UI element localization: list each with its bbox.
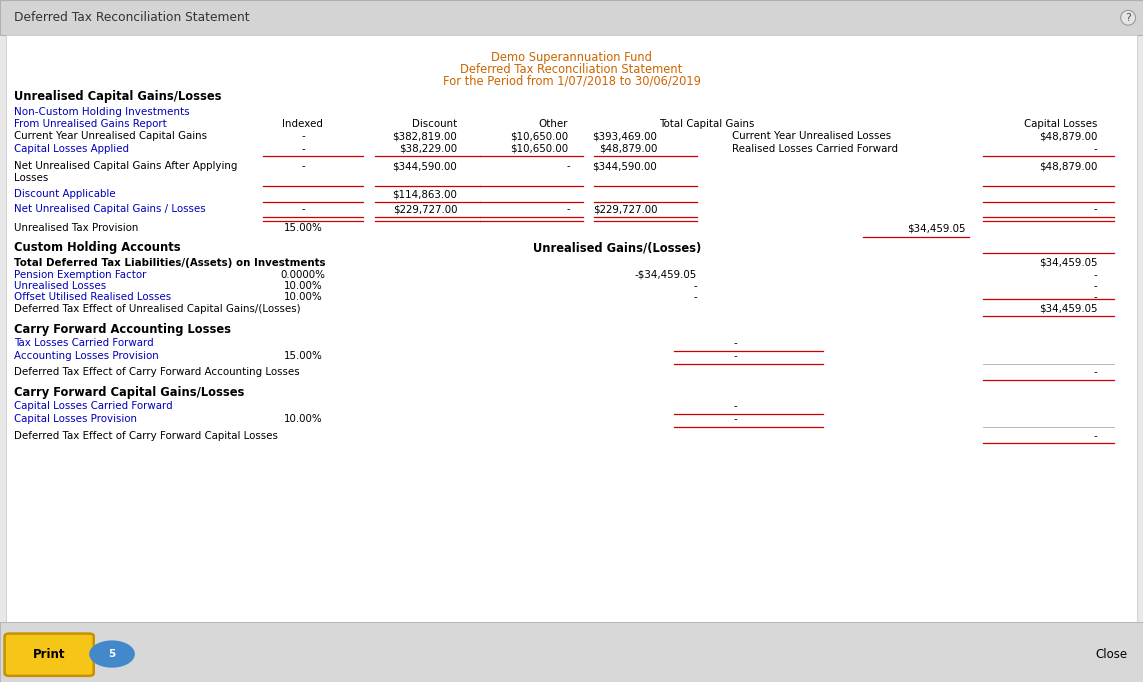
Text: Losses: Losses — [14, 173, 48, 183]
Text: 0.0000%: 0.0000% — [280, 270, 326, 280]
Text: 5: 5 — [109, 649, 115, 659]
Text: Capital Losses Applied: Capital Losses Applied — [14, 144, 129, 153]
Text: Deferred Tax Reconciliation Statement: Deferred Tax Reconciliation Statement — [14, 11, 249, 25]
Text: 10.00%: 10.00% — [283, 281, 322, 291]
Text: From Unrealised Gains Report: From Unrealised Gains Report — [14, 119, 167, 129]
FancyBboxPatch shape — [0, 0, 1143, 35]
Text: Unrealised Losses: Unrealised Losses — [14, 281, 106, 291]
Text: $114,863.00: $114,863.00 — [392, 190, 457, 199]
Text: 15.00%: 15.00% — [283, 224, 322, 233]
Text: -: - — [301, 144, 305, 153]
Text: Print: Print — [33, 648, 65, 662]
Text: $10,650.00: $10,650.00 — [510, 132, 568, 141]
Text: -: - — [1094, 292, 1097, 301]
Text: $48,879.00: $48,879.00 — [1039, 162, 1097, 171]
Text: -$34,459.05: -$34,459.05 — [636, 270, 697, 280]
Text: -: - — [734, 402, 737, 411]
Text: $48,879.00: $48,879.00 — [599, 144, 657, 153]
Text: -: - — [1094, 205, 1097, 214]
Text: -: - — [694, 281, 697, 291]
Text: $34,459.05: $34,459.05 — [1039, 258, 1097, 267]
Text: 10.00%: 10.00% — [283, 415, 322, 424]
Text: Indexed: Indexed — [282, 119, 323, 129]
Text: Capital Losses Provision: Capital Losses Provision — [14, 415, 137, 424]
Text: $344,590.00: $344,590.00 — [392, 162, 457, 171]
Text: Non-Custom Holding Investments: Non-Custom Holding Investments — [14, 107, 190, 117]
Text: 10.00%: 10.00% — [283, 292, 322, 301]
Text: Capital Losses: Capital Losses — [1024, 119, 1097, 129]
Text: Offset Utilised Realised Losses: Offset Utilised Realised Losses — [14, 292, 170, 301]
Text: $34,459.05: $34,459.05 — [1039, 304, 1097, 314]
Text: 15.00%: 15.00% — [283, 351, 322, 361]
Text: For the Period from 1/07/2018 to 30/06/2019: For the Period from 1/07/2018 to 30/06/2… — [442, 74, 701, 88]
Text: -: - — [301, 132, 305, 141]
Text: Unrealised Tax Provision: Unrealised Tax Provision — [14, 224, 138, 233]
FancyBboxPatch shape — [0, 622, 1143, 682]
Circle shape — [89, 640, 135, 668]
Text: Current Year Unrealised Capital Gains: Current Year Unrealised Capital Gains — [14, 132, 207, 141]
Text: -: - — [734, 338, 737, 348]
Text: $229,727.00: $229,727.00 — [393, 205, 457, 214]
Text: $38,229.00: $38,229.00 — [399, 144, 457, 153]
Text: Total Deferred Tax Liabilities/(Assets) on Investments: Total Deferred Tax Liabilities/(Assets) … — [14, 258, 326, 267]
Text: Close: Close — [1095, 647, 1127, 661]
Text: Demo Superannuation Fund: Demo Superannuation Fund — [491, 51, 652, 65]
Text: -: - — [734, 415, 737, 424]
Text: -: - — [694, 292, 697, 301]
Text: Deferred Tax Effect of Carry Forward Accounting Losses: Deferred Tax Effect of Carry Forward Acc… — [14, 368, 299, 377]
Text: -: - — [1094, 281, 1097, 291]
Text: $382,819.00: $382,819.00 — [392, 132, 457, 141]
Text: -: - — [566, 162, 570, 171]
Text: Carry Forward Accounting Losses: Carry Forward Accounting Losses — [14, 323, 231, 336]
Text: Deferred Tax Effect of Unrealised Capital Gains/(Losses): Deferred Tax Effect of Unrealised Capita… — [14, 304, 301, 314]
Text: -: - — [301, 205, 305, 214]
Text: ?: ? — [1125, 13, 1132, 23]
Text: Realised Losses Carried Forward: Realised Losses Carried Forward — [732, 144, 897, 153]
Text: Custom Holding Accounts: Custom Holding Accounts — [14, 241, 181, 254]
Text: $10,650.00: $10,650.00 — [510, 144, 568, 153]
Text: Unrealised Gains/(Losses): Unrealised Gains/(Losses) — [533, 241, 702, 254]
Text: $344,590.00: $344,590.00 — [592, 162, 657, 171]
Text: Tax Losses Carried Forward: Tax Losses Carried Forward — [14, 338, 153, 348]
Text: Deferred Tax Effect of Carry Forward Capital Losses: Deferred Tax Effect of Carry Forward Cap… — [14, 431, 278, 441]
Text: Net Unrealised Capital Gains After Applying: Net Unrealised Capital Gains After Apply… — [14, 162, 237, 171]
Text: -: - — [301, 162, 305, 171]
FancyBboxPatch shape — [6, 35, 1137, 622]
Text: Unrealised Capital Gains/Losses: Unrealised Capital Gains/Losses — [14, 90, 222, 104]
Text: Carry Forward Capital Gains/Losses: Carry Forward Capital Gains/Losses — [14, 386, 245, 400]
FancyBboxPatch shape — [5, 634, 94, 676]
Text: Capital Losses Carried Forward: Capital Losses Carried Forward — [14, 402, 173, 411]
Text: -: - — [734, 351, 737, 361]
Text: Total Capital Gains: Total Capital Gains — [660, 119, 754, 129]
Text: Net Unrealised Capital Gains / Losses: Net Unrealised Capital Gains / Losses — [14, 205, 206, 214]
Text: Other: Other — [538, 119, 568, 129]
Text: Current Year Unrealised Losses: Current Year Unrealised Losses — [732, 132, 890, 141]
Text: Discount Applicable: Discount Applicable — [14, 190, 115, 199]
Text: -: - — [1094, 270, 1097, 280]
Text: Accounting Losses Provision: Accounting Losses Provision — [14, 351, 159, 361]
Text: $229,727.00: $229,727.00 — [593, 205, 657, 214]
Text: $34,459.05: $34,459.05 — [908, 224, 966, 233]
Text: -: - — [1094, 431, 1097, 441]
Text: $393,469.00: $393,469.00 — [592, 132, 657, 141]
Text: Pension Exemption Factor: Pension Exemption Factor — [14, 270, 146, 280]
Text: Deferred Tax Reconciliation Statement: Deferred Tax Reconciliation Statement — [461, 63, 682, 76]
Text: -: - — [1094, 368, 1097, 377]
Text: -: - — [1094, 144, 1097, 153]
Text: $48,879.00: $48,879.00 — [1039, 132, 1097, 141]
Text: -: - — [566, 205, 570, 214]
Text: Discount: Discount — [411, 119, 457, 129]
